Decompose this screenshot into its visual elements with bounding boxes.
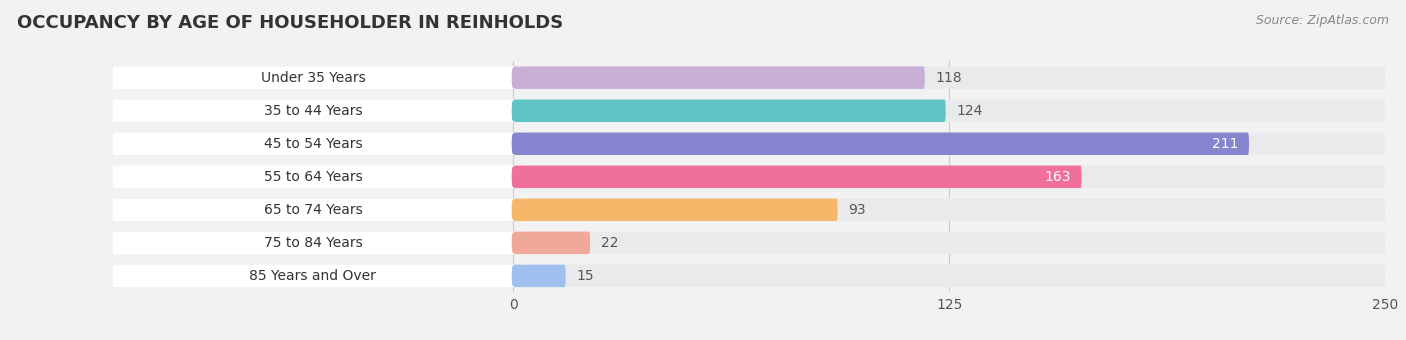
FancyBboxPatch shape (112, 166, 1385, 188)
FancyBboxPatch shape (513, 166, 1081, 188)
Text: 85 Years and Over: 85 Years and Over (249, 269, 377, 283)
FancyBboxPatch shape (513, 100, 946, 122)
Text: 45 to 54 Years: 45 to 54 Years (263, 137, 363, 151)
FancyBboxPatch shape (112, 67, 1385, 89)
Circle shape (512, 134, 515, 153)
FancyBboxPatch shape (513, 199, 838, 221)
Text: 22: 22 (600, 236, 619, 250)
Circle shape (512, 68, 515, 87)
FancyBboxPatch shape (112, 133, 1385, 155)
Text: 75 to 84 Years: 75 to 84 Years (263, 236, 363, 250)
Text: 55 to 64 Years: 55 to 64 Years (263, 170, 363, 184)
Text: 211: 211 (1212, 137, 1239, 151)
FancyBboxPatch shape (112, 232, 531, 254)
FancyBboxPatch shape (513, 133, 1249, 155)
Text: 124: 124 (956, 104, 983, 118)
FancyBboxPatch shape (112, 100, 1385, 122)
FancyBboxPatch shape (513, 67, 925, 89)
Text: 93: 93 (848, 203, 866, 217)
FancyBboxPatch shape (112, 232, 1385, 254)
FancyBboxPatch shape (112, 265, 1385, 287)
Circle shape (512, 266, 515, 286)
Text: 15: 15 (576, 269, 593, 283)
Circle shape (512, 167, 515, 186)
FancyBboxPatch shape (112, 166, 531, 188)
Circle shape (512, 101, 515, 120)
FancyBboxPatch shape (112, 199, 531, 221)
Circle shape (512, 200, 515, 219)
FancyBboxPatch shape (513, 265, 565, 287)
Text: Under 35 Years: Under 35 Years (260, 71, 366, 85)
FancyBboxPatch shape (112, 100, 531, 122)
FancyBboxPatch shape (112, 265, 531, 287)
Text: Source: ZipAtlas.com: Source: ZipAtlas.com (1256, 14, 1389, 27)
FancyBboxPatch shape (513, 232, 591, 254)
Text: 163: 163 (1045, 170, 1071, 184)
Text: OCCUPANCY BY AGE OF HOUSEHOLDER IN REINHOLDS: OCCUPANCY BY AGE OF HOUSEHOLDER IN REINH… (17, 14, 564, 32)
Text: 118: 118 (935, 71, 962, 85)
Circle shape (512, 233, 515, 252)
FancyBboxPatch shape (112, 67, 531, 89)
FancyBboxPatch shape (112, 199, 1385, 221)
Text: 65 to 74 Years: 65 to 74 Years (263, 203, 363, 217)
FancyBboxPatch shape (112, 133, 531, 155)
Text: 35 to 44 Years: 35 to 44 Years (263, 104, 363, 118)
